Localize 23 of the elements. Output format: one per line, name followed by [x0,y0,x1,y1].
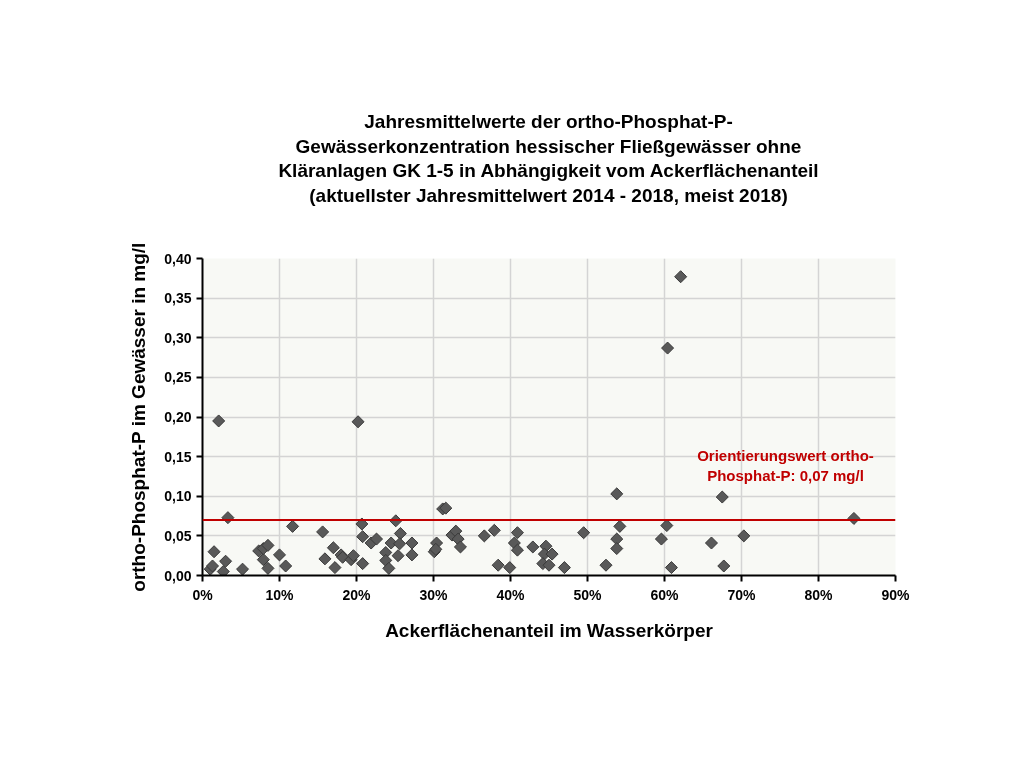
y-tick-label: 0,25 [164,369,192,386]
y-tick-label: 0,00 [164,567,192,584]
x-axis-title: Ackerflächenanteil im Wasserkörper [385,619,714,641]
x-tick-label: 90% [881,586,911,603]
y-tick-label: 0,20 [164,409,192,425]
x-tick-label: 60% [650,586,680,603]
y-tick-label: 0,40 [164,250,192,267]
x-tick-label: 70% [727,586,757,603]
x-tick-label: 20% [342,586,372,603]
x-tick-label: 0% [192,586,214,603]
y-tick-label: 0,35 [164,290,192,307]
chart-title: Jahresmittelwerte der ortho-Phosphat-P- Gewässerkonzentration hessischer Fließgewässer ohne Kläranlagen GK 1-5 in Abhängigkeit vom Ackerflächenanteil (aktuellster Jahresmittelwert 2014 - 2018, meist 2018) [277,110,820,209]
x-tick-label: 50% [573,586,603,603]
y-tick-label: 0,05 [164,527,192,544]
ref-line-label: Orientierungswert ortho-Phosphat-P: 0,07 mg/l [697,446,874,485]
y-tick-label: 0,10 [164,488,192,505]
x-tick-label: 80% [804,586,834,603]
x-tick-label: 30% [419,586,449,603]
y-tick-label: 0,30 [164,329,192,346]
y-axis-title: ortho-Phosphat-P im Gewässer in mg/l [128,242,150,592]
y-tick-label: 0,15 [164,448,192,465]
x-tick-label: 10% [265,586,295,603]
x-tick-label: 40% [496,586,526,603]
